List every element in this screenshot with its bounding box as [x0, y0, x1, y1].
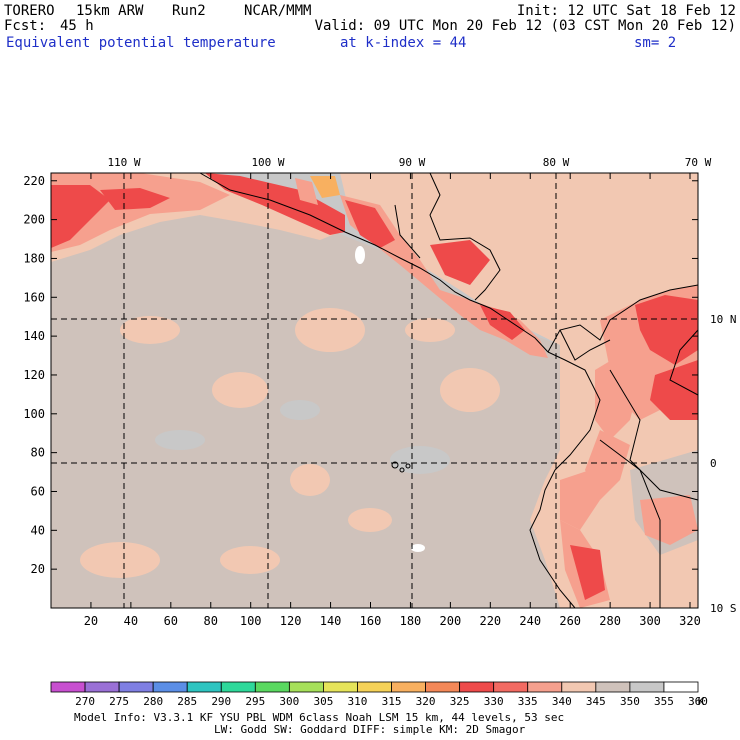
warm-band-northwest	[51, 173, 345, 262]
colorbar-swatch	[459, 681, 495, 693]
y-tick-label: 80	[31, 446, 45, 460]
colorbar-swatch	[425, 681, 461, 693]
x-tick-label: 280	[599, 614, 621, 628]
colorbar-swatch	[118, 681, 154, 693]
longitude-label: 100 W	[251, 156, 284, 169]
colorbar-label: 310	[348, 695, 368, 708]
colorbar-swatch	[152, 681, 188, 693]
coastlines	[199, 172, 699, 609]
colorbar-swatch	[84, 681, 120, 693]
y-tick-label: 20	[31, 562, 45, 576]
colorbar-swatch	[186, 681, 222, 693]
colorbar-label: 315	[382, 695, 402, 708]
colorbar-swatch	[527, 681, 563, 693]
colorbar-swatch	[595, 681, 631, 693]
level-info: at k-index = 44	[340, 35, 466, 51]
x-tick-label: 160	[360, 614, 382, 628]
colorbar-label: 345	[586, 695, 606, 708]
y-tick-label: 60	[31, 484, 45, 498]
x-tick-label: 180	[400, 614, 422, 628]
colorbar-swatch	[561, 681, 597, 693]
colorbar-label: 290	[211, 695, 231, 708]
colorbar-unit: K	[698, 695, 705, 708]
colorbar-label: 280	[143, 695, 163, 708]
x-tick-label: 320	[679, 614, 701, 628]
colorbar-swatch	[629, 681, 665, 693]
model-run: Run2	[172, 3, 206, 19]
x-tick-label: 20	[84, 614, 98, 628]
longitude-label: 80 W	[543, 156, 570, 169]
colorbar-label: 355	[654, 695, 674, 708]
y-tick-label: 40	[31, 523, 45, 537]
colorbar-label: 360	[688, 695, 708, 708]
x-tick-label: 220	[479, 614, 501, 628]
colorbar-label: 340	[552, 695, 572, 708]
x-tick-label: 120	[280, 614, 302, 628]
longitude-label: 70 W	[685, 156, 712, 169]
model-name: TORERO	[4, 3, 55, 19]
x-axis: 20 40 60 80 100 120 140 160 180 200 220 240 260 280 30…	[84, 173, 701, 628]
x-tick-label: 60	[164, 614, 178, 628]
colorbar-label: 275	[109, 695, 129, 708]
colorbar: 270 275 280 285 290 295 300 305 310 315 320 325 330 3…	[50, 681, 708, 708]
colorbar-swatch	[254, 681, 290, 693]
model-info-line2: LW: Godd SW: Goddard DIFF: simple KM: 2D…	[214, 723, 526, 736]
y-tick-label: 120	[23, 368, 45, 382]
colorbar-label: 320	[416, 695, 436, 708]
latitude-label: 10 S	[710, 602, 737, 615]
colorbar-label: 305	[313, 695, 333, 708]
longitude-labels: 110 W 100 W 90 W 80 W 70 W	[107, 156, 711, 169]
x-tick-label: 260	[559, 614, 581, 628]
colorbar-label: 270	[75, 695, 95, 708]
colorbar-swatch	[50, 681, 86, 693]
x-tick-label: 40	[124, 614, 138, 628]
init-time: Init: 12 UTC Sat 18 Feb 12	[517, 3, 736, 19]
latitude-labels: 10 N 0 10 S	[710, 313, 737, 615]
smoothing-info: sm= 2	[634, 35, 676, 51]
latitude-label: 0	[710, 457, 717, 470]
colorbar-swatch	[391, 681, 426, 693]
longitude-label: 110 W	[107, 156, 140, 169]
x-tick-label: 300	[639, 614, 661, 628]
model-resolution: 15km ARW	[76, 3, 144, 19]
longitude-label: 90 W	[399, 156, 426, 169]
colorbar-swatch	[323, 681, 358, 693]
x-tick-label: 140	[320, 614, 342, 628]
colorbar-swatch	[663, 681, 699, 693]
y-tick-label: 220	[23, 174, 45, 188]
colorbar-label: 295	[245, 695, 265, 708]
colorbar-swatch	[288, 681, 324, 693]
map-frame	[50, 172, 699, 609]
x-tick-label: 240	[519, 614, 541, 628]
field-name: Equivalent potential temperature	[6, 35, 276, 51]
colorbar-label: 300	[279, 695, 299, 708]
colorbar-swatch	[493, 681, 529, 693]
model-info-line1: Model Info: V3.3.1 KF YSU PBL WDM 6class…	[74, 711, 564, 724]
valid-time: Valid: 09 UTC Mon 20 Feb 12 (03 CST Mon …	[315, 18, 736, 34]
map-panel	[50, 172, 699, 609]
colorbar-label: 350	[620, 695, 640, 708]
colorbar-label: 325	[450, 695, 470, 708]
colorbar-label: 330	[484, 695, 504, 708]
colorbar-label: 285	[177, 695, 197, 708]
y-axis: 20 40 60 80 100 120 140 160 180 200 220	[23, 174, 698, 576]
model-org: NCAR/MMM	[244, 3, 311, 19]
y-tick-label: 100	[23, 407, 45, 421]
y-tick-label: 180	[23, 251, 45, 265]
colorbar-label: 335	[518, 695, 538, 708]
y-tick-label: 140	[23, 329, 45, 343]
y-tick-label: 200	[23, 213, 45, 227]
colorbar-swatch	[357, 681, 392, 693]
colorbar-swatch	[220, 681, 256, 693]
x-tick-label: 200	[440, 614, 462, 628]
latitude-label: 10 N	[710, 313, 737, 326]
forecast-hour: 45 h	[60, 18, 94, 34]
x-tick-label: 100	[240, 614, 262, 628]
forecast-label: Fcst:	[4, 18, 46, 34]
x-tick-label: 80	[204, 614, 218, 628]
graticule	[51, 173, 698, 608]
y-tick-label: 160	[23, 290, 45, 304]
